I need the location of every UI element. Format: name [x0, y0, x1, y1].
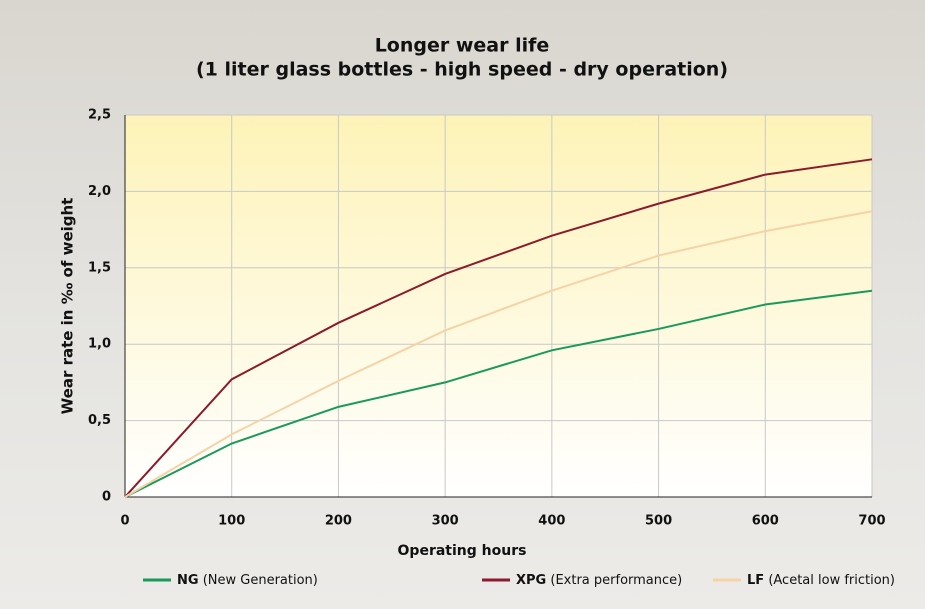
x-tick-label: 0 — [120, 514, 129, 529]
x-tick-label: 200 — [325, 514, 352, 529]
y-tick-label: 1,5 — [88, 260, 111, 275]
data-line — [124, 158, 873, 498]
data-line — [124, 210, 873, 498]
x-tick-label: 700 — [858, 514, 885, 529]
x-axis-label: Operating hours — [398, 543, 527, 559]
legend-label: (Acetal low friction) — [768, 573, 895, 588]
x-tick-label: 300 — [432, 514, 459, 529]
y-tick-label: 0,5 — [88, 413, 111, 428]
y-tick-label: 1,0 — [88, 337, 111, 352]
y-tick-label: 2,5 — [88, 108, 111, 123]
x-tick-label: 600 — [752, 514, 779, 529]
legend-name: XPG — [516, 573, 546, 588]
legend-label: (Extra performance) — [550, 573, 682, 588]
legend-label: (New Generation) — [203, 573, 318, 588]
legend-entry: XPG (Extra performance) — [516, 573, 682, 588]
legend-entry: NG (New Generation) — [177, 573, 318, 588]
chart-title: Longer wear life — [375, 35, 550, 57]
x-tick-label: 500 — [645, 514, 672, 529]
chart-subtitle: (1 liter glass bottles - high speed - dr… — [196, 59, 728, 81]
legend-entry: LF (Acetal low friction) — [747, 573, 895, 588]
legend-name: NG — [177, 573, 199, 588]
data-line — [124, 289, 873, 498]
legend-name: LF — [747, 573, 764, 588]
y-tick-label: 0 — [102, 490, 111, 505]
x-tick-label: 400 — [538, 514, 565, 529]
x-tick-label: 100 — [218, 514, 245, 529]
y-tick-label: 2,0 — [88, 184, 111, 199]
y-axis-label: Wear rate in ‰ of weight — [59, 198, 77, 415]
